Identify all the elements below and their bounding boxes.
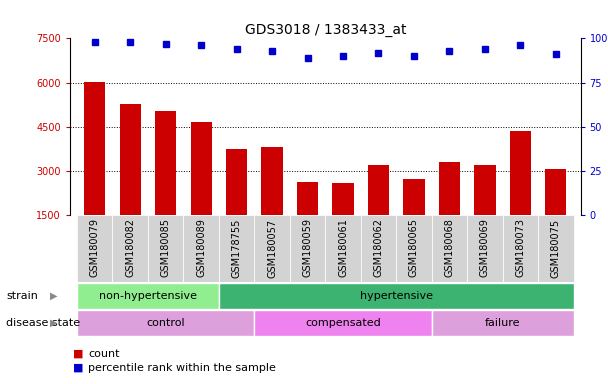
Bar <box>77 283 219 309</box>
Text: ▶: ▶ <box>50 318 57 328</box>
Bar <box>77 215 112 282</box>
Bar <box>474 165 496 215</box>
Text: GSM180057: GSM180057 <box>267 218 277 278</box>
Text: non-hypertensive: non-hypertensive <box>99 291 197 301</box>
Bar <box>361 215 396 282</box>
Bar <box>510 131 531 215</box>
Text: GSM180085: GSM180085 <box>161 218 171 277</box>
Bar <box>190 122 212 215</box>
Text: percentile rank within the sample: percentile rank within the sample <box>88 363 276 373</box>
Title: GDS3018 / 1383433_at: GDS3018 / 1383433_at <box>244 23 406 37</box>
Bar <box>77 310 254 336</box>
Text: GSM180073: GSM180073 <box>516 218 525 277</box>
Text: GSM180062: GSM180062 <box>373 218 384 277</box>
Bar <box>261 147 283 215</box>
Text: GSM180089: GSM180089 <box>196 218 206 277</box>
Text: hypertensive: hypertensive <box>360 291 433 301</box>
Text: GSM178755: GSM178755 <box>232 218 241 278</box>
Bar <box>290 215 325 282</box>
Bar <box>112 215 148 282</box>
Bar <box>155 111 176 215</box>
Text: GSM180075: GSM180075 <box>551 218 561 278</box>
Bar <box>219 283 573 309</box>
Text: GSM180079: GSM180079 <box>90 218 100 277</box>
Text: GSM180068: GSM180068 <box>444 218 454 277</box>
Bar <box>396 215 432 282</box>
Text: control: control <box>147 318 185 328</box>
Bar <box>467 215 503 282</box>
Bar <box>432 215 467 282</box>
Bar <box>219 215 254 282</box>
Bar <box>368 165 389 215</box>
Bar <box>503 215 538 282</box>
Text: failure: failure <box>485 318 520 328</box>
Text: ■: ■ <box>73 363 83 373</box>
Bar <box>184 215 219 282</box>
Bar <box>545 169 567 215</box>
Bar <box>297 182 318 215</box>
Bar <box>538 215 573 282</box>
Text: ▶: ▶ <box>50 291 57 301</box>
Bar <box>254 215 290 282</box>
Bar <box>226 149 247 215</box>
Text: disease state: disease state <box>6 318 80 328</box>
Text: GSM180069: GSM180069 <box>480 218 490 277</box>
Bar <box>403 179 424 215</box>
Text: compensated: compensated <box>305 318 381 328</box>
Bar <box>439 162 460 215</box>
Bar <box>148 215 184 282</box>
Text: GSM180059: GSM180059 <box>303 218 313 277</box>
Text: ■: ■ <box>73 349 83 359</box>
Bar <box>84 82 105 215</box>
Bar <box>432 310 573 336</box>
Bar <box>325 215 361 282</box>
Bar <box>333 183 354 215</box>
Bar <box>120 104 141 215</box>
Text: GSM180082: GSM180082 <box>125 218 135 277</box>
Text: count: count <box>88 349 120 359</box>
Bar <box>254 310 432 336</box>
Text: strain: strain <box>6 291 38 301</box>
Text: GSM180061: GSM180061 <box>338 218 348 277</box>
Text: GSM180065: GSM180065 <box>409 218 419 277</box>
